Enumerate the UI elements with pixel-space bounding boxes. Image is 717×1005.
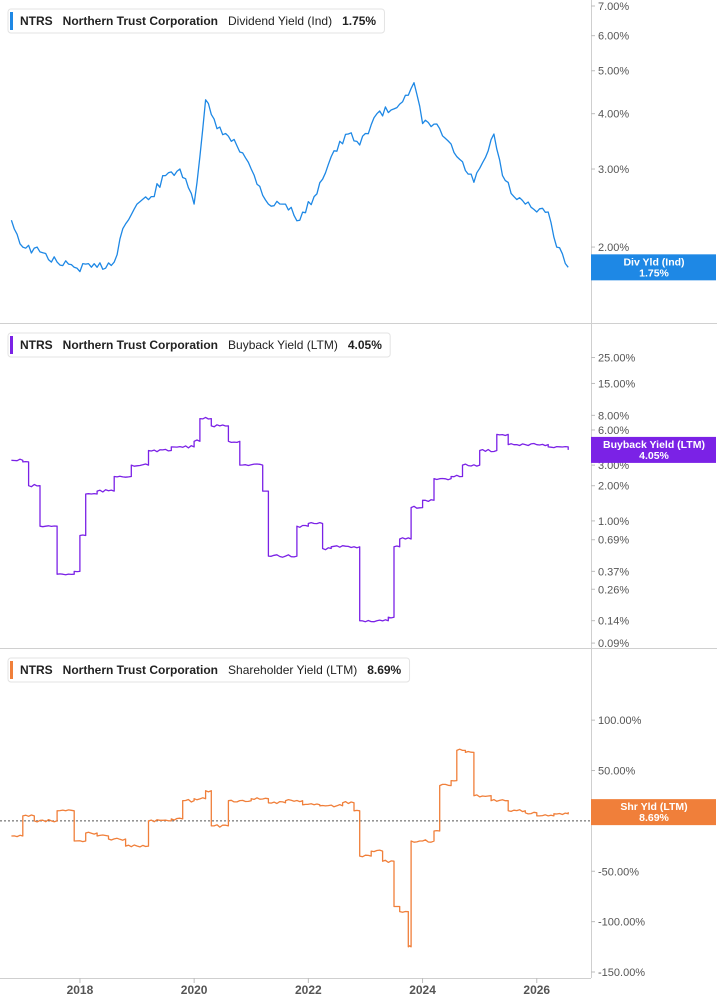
panel-2: 0.09% 0.14% 0.26% 0.37% 0.69% 1.00% 2.00% 3.00%… xyxy=(7,332,716,650)
y-tick-label: 50.00% xyxy=(598,766,636,778)
legend-company: Northern Trust Corporation xyxy=(53,663,218,677)
y-tick-label: 0.14% xyxy=(598,616,629,628)
series-line xyxy=(11,748,569,948)
legend-box xyxy=(7,657,411,683)
legend: NTRS Northern Trust Corporation Dividend… xyxy=(7,8,385,34)
legend-color-bar xyxy=(10,12,13,30)
series-line xyxy=(10,82,569,273)
y-tick-label: -150.00% xyxy=(598,967,645,979)
series-line xyxy=(11,416,569,623)
y-tick-label: 2.00% xyxy=(598,481,629,493)
value-badge-label: Shr Yld (LTM) xyxy=(620,801,687,813)
legend-value: 1.75% xyxy=(332,14,376,28)
value-badge-label: Buyback Yield (LTM) xyxy=(603,439,705,451)
legend-text: NTRS Northern Trust Corporation Sharehol… xyxy=(20,663,402,677)
legend-text: NTRS Northern Trust Corporation Buyback … xyxy=(20,338,382,352)
legend-text: NTRS Northern Trust Corporation Dividend… xyxy=(20,14,376,28)
legend-ticker: NTRS xyxy=(20,338,53,352)
x-tick-label: 2022 xyxy=(295,983,322,997)
y-tick-label: -50.00% xyxy=(598,866,639,878)
x-tick-label: 2018 xyxy=(67,983,94,997)
y-tick-label: 0.09% xyxy=(598,638,629,650)
y-tick-label: 5.00% xyxy=(598,66,629,78)
legend-color-bar xyxy=(10,661,13,679)
legend-metric: Buyback Yield (LTM) xyxy=(218,338,338,352)
legend: NTRS Northern Trust Corporation Buyback … xyxy=(7,332,391,358)
x-tick-label: 2020 xyxy=(181,983,208,997)
panel-3: -150.00%-100.00%-50.00%0.00%50.00%100.00… xyxy=(0,657,716,979)
x-tick-label: 2024 xyxy=(409,983,436,997)
y-tick-label: 3.00% xyxy=(598,460,629,472)
legend-color-bar xyxy=(10,336,13,354)
value-badge xyxy=(591,254,716,281)
y-tick-label: 6.00% xyxy=(598,425,629,437)
legend-company: Northern Trust Corporation xyxy=(53,14,218,28)
legend-ticker: NTRS xyxy=(20,663,53,677)
legend-box xyxy=(7,332,391,358)
y-tick-label: 2.00% xyxy=(598,242,629,254)
legend-value: 8.69% xyxy=(357,663,401,677)
value-badge-value: 4.05% xyxy=(639,450,669,462)
y-tick-label: 100.00% xyxy=(598,715,642,727)
y-tick-label: -100.00% xyxy=(598,917,645,929)
legend-metric: Dividend Yield (Ind) xyxy=(218,14,332,28)
y-tick-label: 7.00% xyxy=(598,1,629,13)
y-tick-label: 0.26% xyxy=(598,584,629,596)
legend-metric: Shareholder Yield (LTM) xyxy=(218,663,357,677)
y-tick-label: 8.00% xyxy=(598,410,629,422)
y-tick-label: 15.00% xyxy=(598,378,636,390)
value-badge xyxy=(591,799,716,826)
legend: NTRS Northern Trust Corporation Sharehol… xyxy=(7,657,411,683)
value-badge-value: 8.69% xyxy=(639,812,669,824)
y-tick-label: 6.00% xyxy=(598,31,629,43)
panel-1: 2.00% 3.00% 4.00% 5.00% 6.00% 7.00% NTRS North… xyxy=(7,1,716,281)
y-tick-label: 0.69% xyxy=(598,535,629,547)
y-tick-label: 4.00% xyxy=(598,109,629,121)
value-badge xyxy=(591,436,716,463)
y-tick-label: 25.00% xyxy=(598,353,636,365)
value-badge-label: Div Yld (Ind) xyxy=(623,256,684,268)
y-tick-label: 1.00% xyxy=(598,516,629,528)
legend-box xyxy=(7,8,385,34)
value-badge-value: 1.75% xyxy=(639,267,669,279)
legend-company: Northern Trust Corporation xyxy=(53,338,218,352)
y-tick-label: 0.37% xyxy=(598,566,629,578)
legend-ticker: NTRS xyxy=(20,14,53,28)
y-tick-label: 3.00% xyxy=(598,164,629,176)
x-tick-label: 2026 xyxy=(523,983,550,997)
legend-value: 4.05% xyxy=(338,338,382,352)
